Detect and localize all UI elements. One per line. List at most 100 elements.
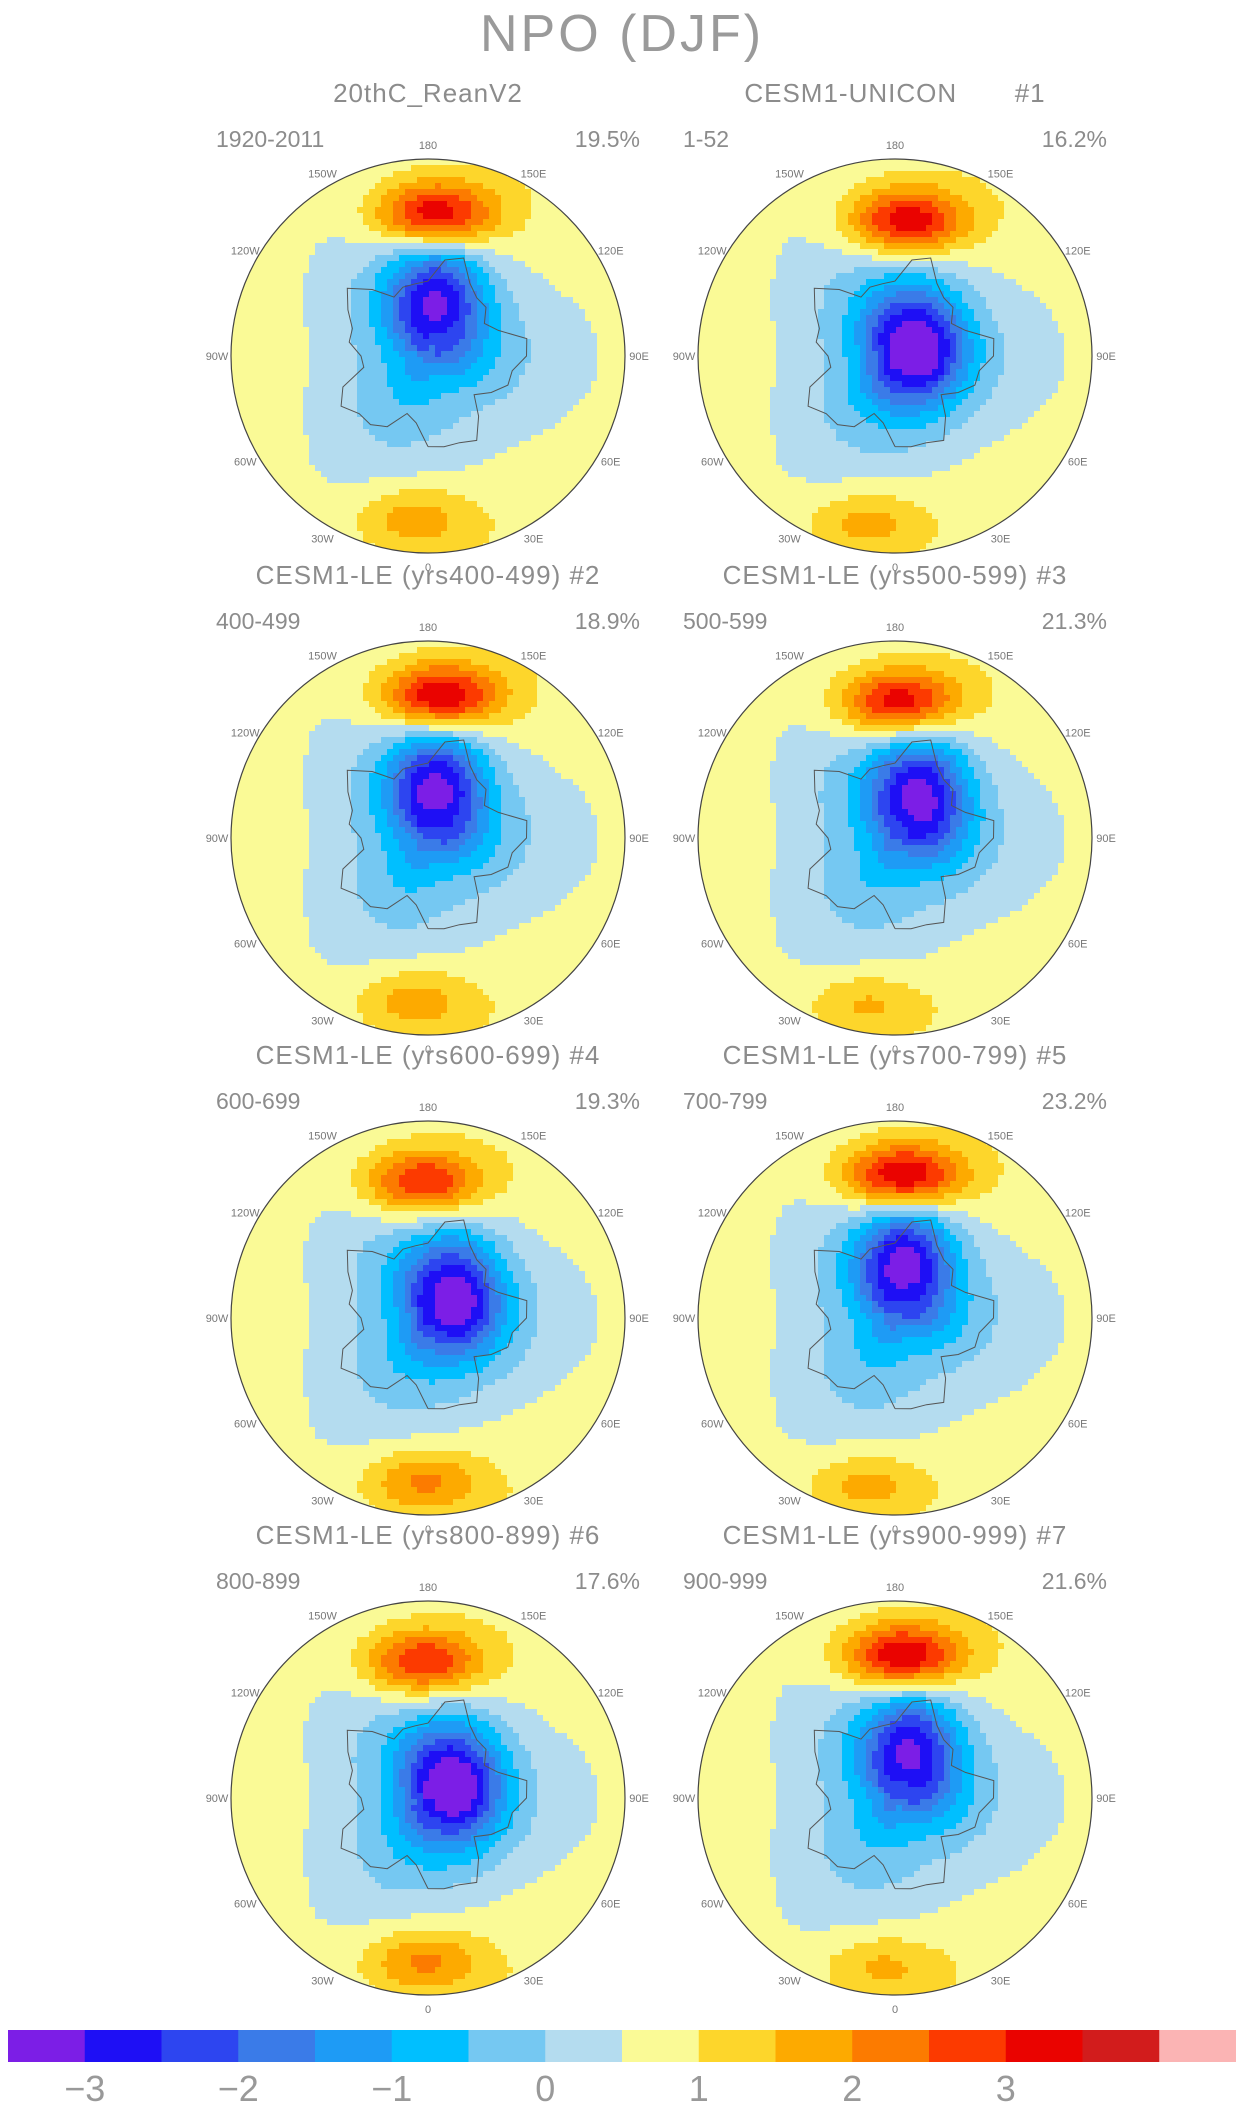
panel-model-name: CESM1-LE (yrs600-699) <box>256 1040 562 1070</box>
longitude-label: 0 <box>892 1044 898 1056</box>
longitude-label: 30E <box>524 1976 544 1988</box>
coastlines <box>340 257 528 448</box>
longitude-label: 30E <box>991 1016 1011 1028</box>
contour-field <box>698 1601 1092 1995</box>
longitude-label: 90W <box>673 1793 696 1805</box>
longitude-label: 30E <box>991 1496 1011 1508</box>
figure-title: NPO (DJF) <box>0 4 1244 64</box>
longitude-label: 120W <box>698 728 727 740</box>
longitude-label: 60W <box>701 1899 724 1911</box>
longitude-label: 150E <box>988 1610 1014 1622</box>
longitude-label: 30W <box>311 534 334 546</box>
contour-field <box>231 1601 625 1995</box>
colorbar-swatch <box>775 2030 853 2062</box>
map-panel: CESM1-LE (yrs600-699) #4 600-699 19.3% 180 1… <box>188 1040 668 1536</box>
panel-years: 1920-2011 <box>216 126 324 153</box>
panel-title: CESM1-LE (yrs600-699) #4 <box>188 1040 668 1071</box>
panel-title: CESM1-LE (yrs800-899) #6 <box>188 1520 668 1551</box>
longitude-label: 120W <box>698 246 727 258</box>
colorbar-swatch <box>468 2030 546 2062</box>
coastlines <box>807 739 995 930</box>
panel-percent: 16.2% <box>1042 126 1107 153</box>
panel-percent: 17.6% <box>575 1568 640 1595</box>
polar-map: 180 150E 120E 90E 60E 30E 0 30W 60W 90W 120W 150W <box>206 622 649 1056</box>
longitude-label: 0 <box>892 2004 898 2016</box>
longitude-label: 60E <box>1068 1899 1088 1911</box>
longitude-label: 150E <box>521 1610 547 1622</box>
panel-model-name: CESM1-LE (yrs700-799) <box>723 1040 1029 1070</box>
longitude-label: 90W <box>206 351 229 363</box>
contour-field <box>231 641 625 1035</box>
polar-map: 180 150E 120E 90E 60E 30E 0 30W 60W 90W 120W 150W <box>206 1582 649 2016</box>
longitude-label: 120E <box>598 246 624 258</box>
longitude-label: 60W <box>234 457 257 469</box>
longitude-label: 0 <box>425 1524 431 1536</box>
panel-percent: 21.6% <box>1042 1568 1107 1595</box>
panel-run-number: #5 <box>1028 1040 1067 1070</box>
longitude-label: 150W <box>775 650 804 662</box>
colorbar-swatch <box>698 2030 776 2062</box>
longitude-label: 180 <box>886 140 904 152</box>
longitude-label: 30E <box>991 1976 1011 1988</box>
longitude-label: 30W <box>311 1016 334 1028</box>
longitude-label: 30W <box>778 1016 801 1028</box>
colorbar-swatch <box>238 2030 316 2062</box>
longitude-label: 60E <box>1068 1419 1088 1431</box>
longitude-label: 90W <box>673 351 696 363</box>
map-panel: CESM1-LE (yrs400-499) #2 400-499 18.9% 180 1… <box>188 560 668 1056</box>
panel-run-number: #6 <box>561 1520 600 1550</box>
panel-percent: 18.9% <box>575 608 640 635</box>
colorbar-swatch <box>622 2030 700 2062</box>
panel-percent: 19.3% <box>575 1088 640 1115</box>
panel-run-number: #4 <box>561 1040 600 1070</box>
longitude-label: 90E <box>1096 1793 1116 1805</box>
map-panel: CESM1-LE (yrs500-599) #3 500-599 21.3% 180 1… <box>655 560 1135 1056</box>
map-panel: CESM1-LE (yrs900-999) #7 900-999 21.6% 180 1… <box>655 1520 1135 2016</box>
panel-model-name: CESM1-LE (yrs900-999) <box>723 1520 1029 1550</box>
panel-years: 500-599 <box>683 608 767 635</box>
longitude-label: 90E <box>1096 1313 1116 1325</box>
longitude-label: 60E <box>601 1419 621 1431</box>
map-panel: CESM1-UNICON #1 1-52 16.2% 180 150E 120E 90E 60… <box>655 78 1135 574</box>
colorbar-swatch <box>1159 2030 1236 2062</box>
longitude-label: 180 <box>419 1582 437 1594</box>
longitude-label: 90E <box>629 351 649 363</box>
panel-model-name: CESM1-LE (yrs400-499) <box>256 560 562 590</box>
colorbar-swatch <box>84 2030 162 2062</box>
longitude-label: 150W <box>308 650 337 662</box>
longitude-label: 60E <box>1068 939 1088 951</box>
longitude-label: 60E <box>601 939 621 951</box>
contour-field <box>231 1121 625 1515</box>
longitude-label: 30E <box>524 1496 544 1508</box>
contour-field <box>231 159 625 553</box>
longitude-label: 90E <box>1096 351 1116 363</box>
coastlines <box>807 1219 995 1410</box>
panel-title: 20thC_ReanV2 <box>188 78 668 109</box>
longitude-label: 90W <box>673 833 696 845</box>
longitude-label: 60W <box>234 1899 257 1911</box>
colorbar-swatch <box>545 2030 623 2062</box>
coastlines <box>340 1219 528 1410</box>
panel-run-number: #3 <box>1028 560 1067 590</box>
colorbar-swatch <box>852 2030 930 2062</box>
panel-percent: 21.3% <box>1042 608 1107 635</box>
longitude-label: 150E <box>521 1130 547 1142</box>
longitude-label: 30E <box>991 534 1011 546</box>
longitude-label: 120E <box>1065 1208 1091 1220</box>
longitude-label: 30W <box>311 1496 334 1508</box>
longitude-label: 60W <box>701 1419 724 1431</box>
longitude-label: 90W <box>206 1313 229 1325</box>
panel-run-number: #1 <box>957 78 1046 108</box>
longitude-label: 60E <box>1068 457 1088 469</box>
longitude-label: 30W <box>311 1976 334 1988</box>
longitude-label: 180 <box>419 140 437 152</box>
panel-title: CESM1-LE (yrs500-599) #3 <box>655 560 1135 591</box>
longitude-label: 180 <box>419 1102 437 1114</box>
colorbar-swatch <box>315 2030 393 2062</box>
colorbar-tick-label: 0 <box>535 2068 555 2110</box>
map-panel: CESM1-LE (yrs800-899) #6 800-899 17.6% 180 1… <box>188 1520 668 2016</box>
panel-run-number: #7 <box>1028 1520 1067 1550</box>
longitude-label: 150W <box>308 1130 337 1142</box>
colorbar-swatch <box>1005 2030 1083 2062</box>
longitude-label: 180 <box>886 1102 904 1114</box>
